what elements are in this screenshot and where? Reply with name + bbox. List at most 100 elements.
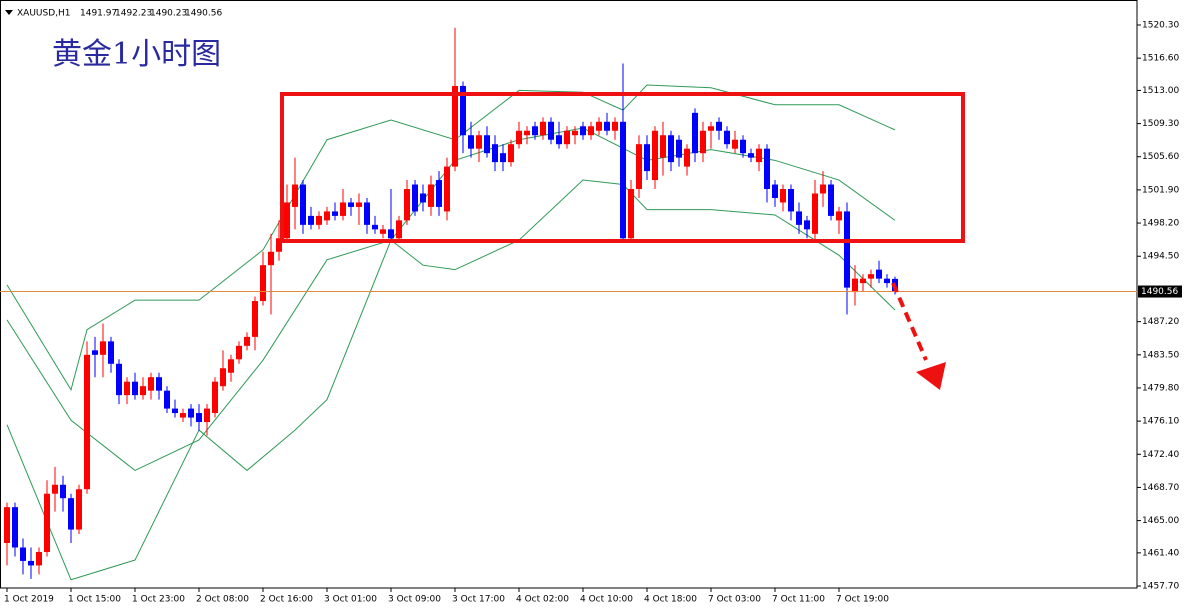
x-tick-label: 7 Oct 19:00	[836, 595, 889, 605]
candle-body	[268, 251, 274, 266]
candle-body	[508, 144, 514, 163]
candle-body	[372, 224, 378, 230]
y-tick-label: 1516.60	[1142, 54, 1179, 64]
candle-body	[836, 211, 842, 221]
x-tick-label: 7 Oct 03:00	[708, 595, 761, 605]
y-tick-label: 1520.30	[1142, 21, 1179, 31]
candle-body	[156, 377, 162, 391]
y-tick-label: 1505.60	[1142, 152, 1179, 162]
candle-body	[68, 498, 74, 530]
x-tick-label: 1 Oct 15:00	[68, 595, 121, 605]
candle-body	[212, 381, 218, 414]
candle-body	[588, 126, 594, 136]
candle-body	[260, 265, 266, 302]
candle-body	[716, 121, 722, 131]
candle-body	[388, 229, 394, 239]
x-tick-label: 4 Oct 02:00	[516, 595, 569, 605]
candle-body	[132, 381, 138, 396]
x-tick-label: 1 Oct 2019	[4, 595, 54, 605]
candle-body	[436, 180, 442, 207]
y-tick-label: 1487.20	[1142, 317, 1179, 327]
x-tick-label: 3 Oct 01:00	[324, 595, 377, 605]
candle-body	[364, 202, 370, 225]
candle-body	[20, 547, 26, 561]
y-tick-label: 1465.00	[1142, 516, 1179, 526]
candle-body	[828, 184, 834, 216]
candle-body	[444, 166, 450, 212]
candle-body	[284, 202, 290, 239]
candle-body	[220, 368, 226, 387]
candle-body	[492, 144, 498, 163]
candle-body	[180, 413, 186, 418]
plot	[0, 27, 1137, 581]
candle-body	[580, 126, 586, 136]
candle-body	[476, 135, 482, 149]
header-open: 1491.97	[80, 9, 117, 19]
y-tick-label: 1476.10	[1142, 417, 1179, 427]
candle-body	[748, 153, 754, 158]
arrow-shaft	[891, 282, 928, 361]
y-tick-label: 1468.70	[1142, 483, 1179, 493]
candle-body	[724, 130, 730, 145]
y-tick-label: 1498.20	[1142, 219, 1179, 229]
range-box	[280, 92, 965, 243]
candle-body	[292, 184, 298, 207]
price-tag	[1138, 285, 1182, 298]
candle-body	[116, 363, 122, 396]
candle-body	[820, 184, 826, 194]
candle-body	[564, 130, 570, 145]
candle-body	[876, 269, 882, 279]
candle-body	[84, 354, 90, 490]
candle-body	[812, 193, 818, 234]
candle-body	[340, 202, 346, 216]
candle-body	[316, 215, 322, 225]
candle-body	[356, 202, 362, 207]
x-tick-label: 4 Oct 10:00	[580, 595, 633, 605]
candle-body	[324, 211, 330, 221]
menu-triangle[interactable]	[5, 10, 13, 15]
candle-body	[452, 85, 458, 167]
candle-body	[604, 121, 610, 131]
candle-body	[236, 345, 242, 360]
candle-body	[860, 278, 866, 284]
candle-body	[756, 148, 762, 163]
candle-body	[644, 144, 650, 172]
candle-body	[540, 121, 546, 136]
candle-body	[300, 184, 306, 225]
x-tick-label: 2 Oct 08:00	[196, 595, 249, 605]
candle-body	[4, 507, 10, 544]
candle-body	[700, 130, 706, 154]
candle-body	[404, 189, 410, 221]
candle-body	[532, 126, 538, 136]
candle-body	[772, 184, 778, 198]
candle-body	[124, 381, 130, 396]
candle-body	[612, 121, 618, 131]
candle-body	[164, 390, 170, 409]
candle-body	[516, 130, 522, 145]
arrow-head	[916, 362, 946, 390]
candle-body	[348, 202, 354, 207]
candle-body	[148, 377, 154, 391]
x-tick-label: 3 Oct 17:00	[452, 595, 505, 605]
plot-frame	[0, 0, 1138, 589]
y-tick-label: 1494.50	[1142, 252, 1179, 262]
candle-body	[804, 220, 810, 230]
candle-body	[884, 278, 890, 284]
header-high: 1492.23	[115, 9, 152, 19]
candle-body	[652, 130, 658, 181]
candle-body	[732, 139, 738, 149]
candle-body	[44, 493, 50, 552]
y-tick-label: 1472.40	[1142, 450, 1179, 460]
candle-body	[620, 121, 626, 239]
y-tick-label: 1509.30	[1142, 119, 1179, 129]
candle-body	[380, 229, 386, 234]
candle-body	[92, 350, 98, 355]
y-tick-label: 1461.40	[1142, 548, 1179, 558]
candle-body	[76, 489, 82, 530]
candle-body	[676, 139, 682, 158]
candle-body	[196, 413, 202, 423]
candle-body	[12, 507, 18, 548]
candle-body	[36, 551, 42, 566]
